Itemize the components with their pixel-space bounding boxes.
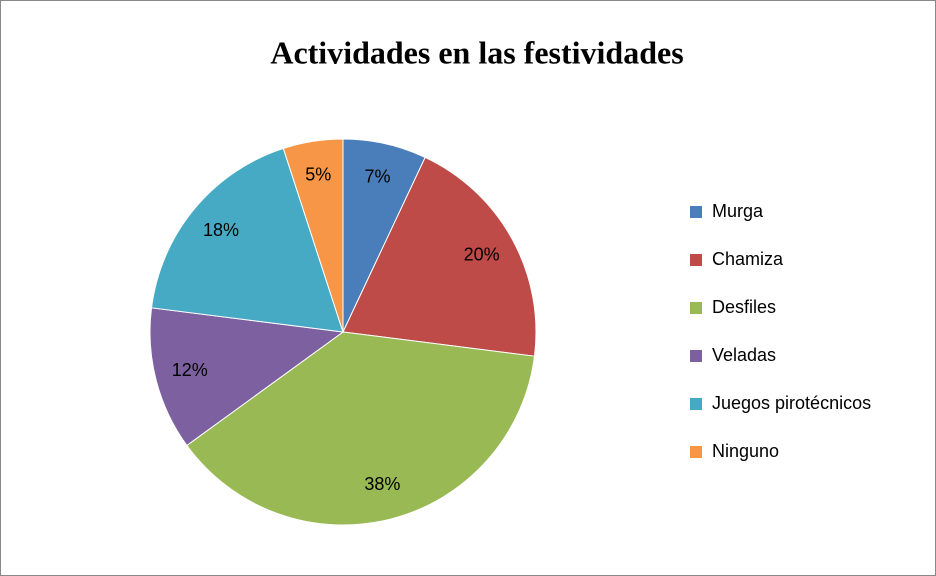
legend-label: Juegos pirotécnicos xyxy=(712,393,871,413)
legend-label: Veladas xyxy=(712,345,776,365)
pie-slice xyxy=(282,138,344,333)
data-label: 20% xyxy=(464,245,500,265)
legend-swatch xyxy=(690,446,702,458)
legend-swatch xyxy=(690,350,702,362)
pie-slice xyxy=(150,147,344,333)
legend-swatch xyxy=(690,206,702,218)
pie-slice xyxy=(186,331,536,526)
legend-swatch xyxy=(690,302,702,314)
data-label: 5% xyxy=(305,164,331,184)
legend-label: Murga xyxy=(712,201,764,221)
legend-label: Desfiles xyxy=(712,297,776,317)
chart-title: Actividades en las festividades xyxy=(270,34,683,70)
data-label: 18% xyxy=(203,220,239,240)
legend-label: Ninguno xyxy=(712,441,779,461)
data-label: 12% xyxy=(172,360,208,380)
legend-swatch xyxy=(690,254,702,266)
pie-slice xyxy=(149,307,345,447)
data-label: 7% xyxy=(365,166,391,186)
legend-label: Chamiza xyxy=(712,249,784,269)
legend-swatch xyxy=(690,398,702,410)
pie-slice xyxy=(342,156,537,357)
data-label: 38% xyxy=(364,474,400,494)
